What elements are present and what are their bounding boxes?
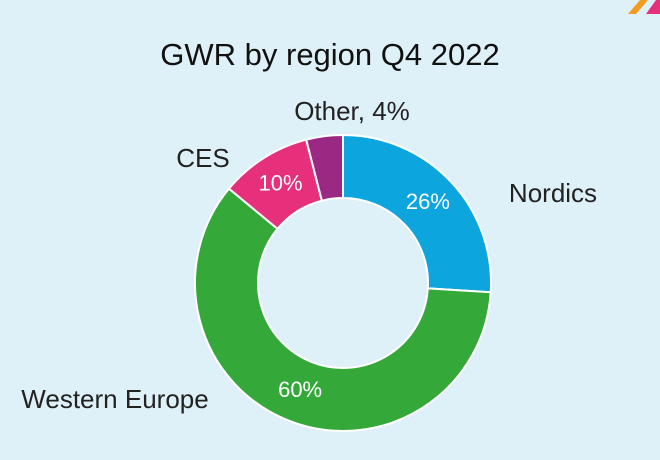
donut-segment bbox=[342, 133, 492, 294]
value-label: 26% bbox=[406, 189, 450, 214]
donut-segment bbox=[304, 133, 344, 202]
value-label: 10% bbox=[259, 170, 303, 195]
logo-mark bbox=[628, 0, 648, 14]
category-label: Western Europe bbox=[21, 384, 208, 414]
chart-title: GWR by region Q4 2022 bbox=[160, 37, 499, 72]
category-label: CES bbox=[176, 143, 229, 173]
category-label: Nordics bbox=[509, 178, 597, 208]
value-label: 60% bbox=[278, 377, 322, 402]
category-label: Other, 4% bbox=[294, 96, 410, 126]
logo-mark bbox=[646, 0, 660, 14]
donut-segment bbox=[194, 187, 492, 432]
